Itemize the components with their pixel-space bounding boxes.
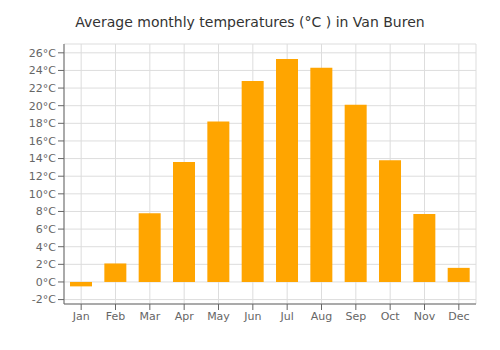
svg-text:2°C: 2°C <box>36 258 56 271</box>
svg-text:Feb: Feb <box>106 310 125 323</box>
svg-text:16°C: 16°C <box>29 135 56 148</box>
svg-text:Mar: Mar <box>139 310 160 323</box>
svg-text:Sep: Sep <box>345 310 366 323</box>
svg-text:4°C: 4°C <box>36 241 56 254</box>
svg-text:-2°C: -2°C <box>32 293 56 306</box>
svg-text:18°C: 18°C <box>29 117 56 130</box>
svg-text:26°C: 26°C <box>29 47 56 60</box>
svg-text:May: May <box>207 310 230 323</box>
svg-text:Nov: Nov <box>414 310 436 323</box>
svg-text:20°C: 20°C <box>29 100 56 113</box>
svg-text:Oct: Oct <box>381 310 401 323</box>
svg-text:Jun: Jun <box>243 310 261 323</box>
svg-text:24°C: 24°C <box>29 64 56 77</box>
svg-text:22°C: 22°C <box>29 82 56 95</box>
svg-text:Apr: Apr <box>175 310 195 323</box>
svg-text:Jul: Jul <box>280 310 294 323</box>
html-text:Average monthly temperatures (: Average monthly temperatures (°C ) in Va… <box>75 14 425 30</box>
svg-text:0°C: 0°C <box>36 276 56 289</box>
svg-text:Dec: Dec <box>448 310 469 323</box>
svg-text:10°C: 10°C <box>29 188 56 201</box>
svg-text:Jan: Jan <box>72 310 90 323</box>
svg-text:8°C: 8°C <box>36 205 56 218</box>
svg-text:6°C: 6°C <box>36 223 56 236</box>
svg-text:12°C: 12°C <box>29 170 56 183</box>
svg-text:Aug: Aug <box>311 310 332 323</box>
svg-text:14°C: 14°C <box>29 152 56 165</box>
